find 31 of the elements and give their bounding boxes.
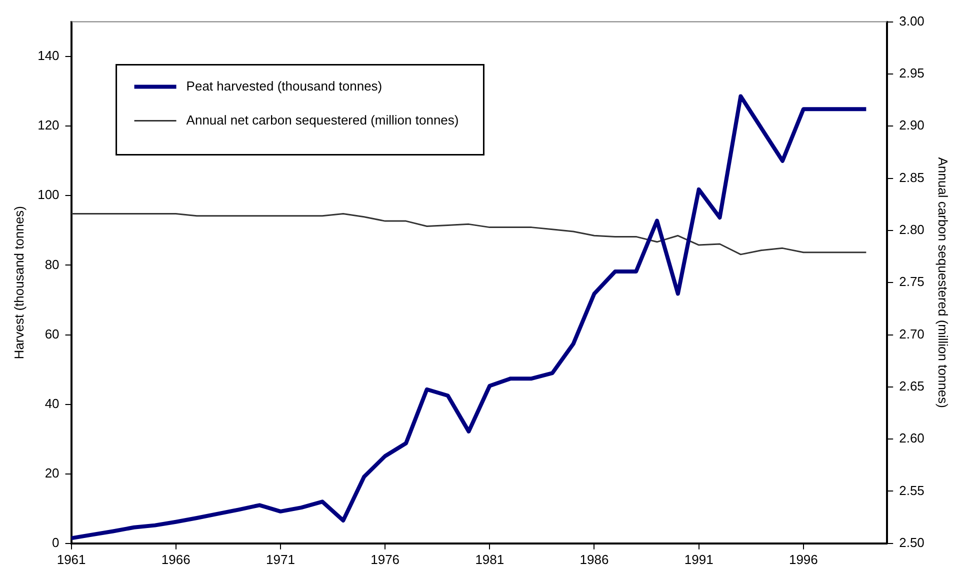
y-axis-title: Harvest (thousand tonnes)	[11, 206, 26, 360]
y2-tick-label: 2.75	[899, 274, 924, 290]
y-tick-label: 80	[44, 256, 60, 272]
x-tick-label: 1986	[580, 552, 609, 567]
y-tick-label: 140	[38, 48, 60, 64]
y2-tick-label: 2.70	[899, 326, 924, 342]
x-tick-label: 1991	[684, 552, 714, 567]
x-tick-label: 1981	[475, 552, 504, 567]
y2-tick-label: 2.95	[899, 66, 924, 81]
y2-tick-label: 2.90	[899, 118, 924, 133]
y-tick-label: 120	[38, 118, 60, 133]
legend-label: Annual net carbon sequestered (million tonnes)	[186, 112, 459, 128]
x-tick-label: 1961	[56, 552, 86, 567]
legend-label: Peat harvested (thousand tonnes)	[186, 78, 382, 94]
y2-tick-label: 2.60	[899, 430, 924, 446]
y2-tick-label: 2.65	[899, 378, 924, 394]
y2-tick-label: 3.00	[899, 13, 924, 28]
y2-tick-label: 2.85	[899, 170, 924, 185]
y-tick-label: 100	[38, 187, 60, 202]
y2-tick-label: 2.80	[899, 222, 924, 238]
y-tick-label: 40	[44, 396, 60, 411]
y2-tick-label: 2.55	[899, 482, 924, 498]
x-tick-label: 1976	[370, 552, 400, 567]
x-tick-label: 1996	[788, 552, 818, 567]
y-tick-label: 60	[44, 326, 60, 342]
x-tick-label: 1966	[161, 552, 190, 567]
x-tick-label: 1971	[266, 552, 295, 567]
y-tick-label: 20	[44, 465, 60, 480]
y2-tick-label: 2.50	[899, 534, 924, 550]
y-tick-label: 0	[52, 534, 60, 550]
y2-axis-title: Annual carbon sequestered (million tonnes)	[936, 157, 951, 408]
